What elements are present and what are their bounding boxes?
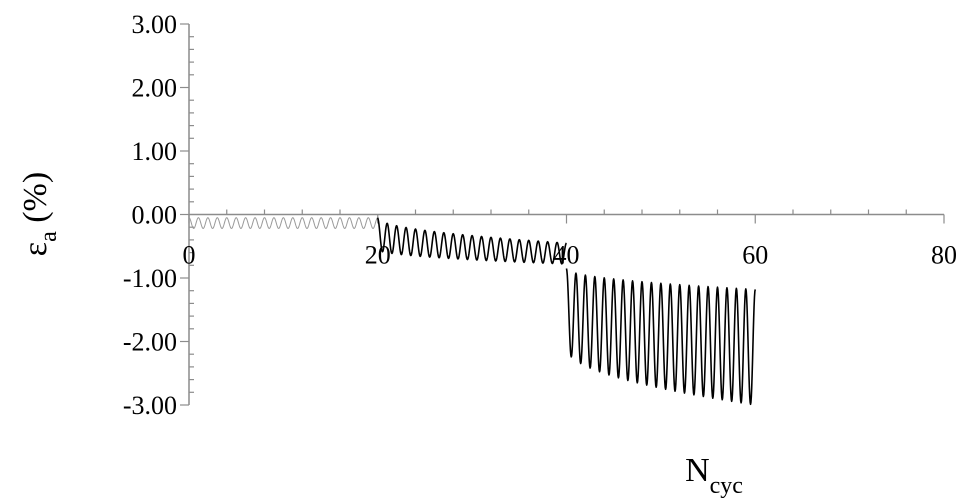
y-axis-title-main: ε xyxy=(17,242,54,256)
x-tick-label: 80 xyxy=(931,241,957,270)
tick-marks xyxy=(180,23,945,406)
tick-labels: 3.00 2.00 1.00 0.00 -1.00 -2.00 -3.00 0 20 40 60 80 xyxy=(123,10,957,420)
y-axis-title: εa (%) xyxy=(17,172,62,256)
y-tick-label: -2.00 xyxy=(123,328,177,357)
x-tick-label: 20 xyxy=(365,241,391,270)
y-axis-title-suffix: (%) xyxy=(17,172,54,231)
y-tick-label: 3.00 xyxy=(132,10,178,39)
y-tick-label: -3.00 xyxy=(123,391,177,420)
y-tick-label: 2.00 xyxy=(132,74,178,103)
x-tick-label: 0 xyxy=(183,241,196,270)
series-group xyxy=(188,217,757,406)
x-axis-title-sub: cyc xyxy=(710,473,743,499)
x-tick-label: 60 xyxy=(742,241,768,270)
series-line-stage-2 xyxy=(376,217,568,265)
y-tick-label: -1.00 xyxy=(123,264,177,293)
y-tick-label: 0.00 xyxy=(132,201,178,230)
y-axis-title-sub: a xyxy=(36,231,62,242)
x-axis-title: Ncyc xyxy=(685,452,743,499)
x-tick-label: 40 xyxy=(554,241,580,270)
x-axis-title-main: N xyxy=(685,452,710,489)
series-line-stage-1 xyxy=(188,217,378,229)
y-tick-label: 1.00 xyxy=(132,137,178,166)
series-line-stage-3 xyxy=(565,268,757,406)
